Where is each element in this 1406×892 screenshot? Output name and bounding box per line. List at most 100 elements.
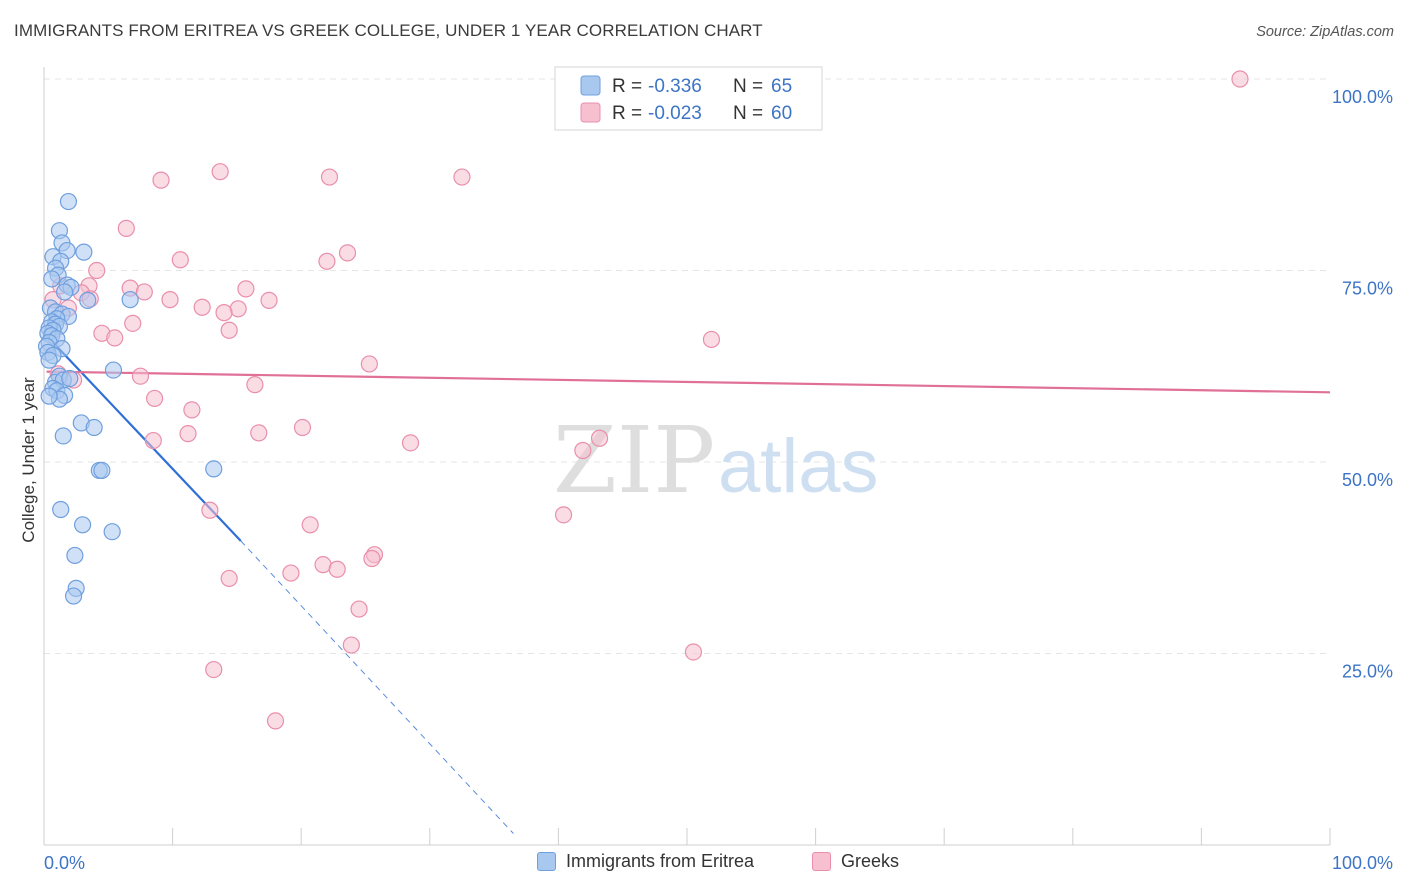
- greeks-point: [220, 569, 238, 588]
- eritrea-point: [121, 291, 139, 309]
- x-tick-label-min: 0.0%: [44, 853, 85, 873]
- eritrea-point: [59, 192, 78, 211]
- greeks-point: [293, 418, 312, 437]
- legend-n-value-greeks: 60: [771, 103, 792, 124]
- eritrea-point: [103, 523, 121, 541]
- gridlines: [44, 78, 1330, 654]
- greeks-trend-line: [46, 370, 1331, 394]
- greeks-point: [106, 329, 124, 347]
- legend-swatch-greeks: [580, 102, 601, 123]
- greeks-point: [117, 219, 135, 237]
- greeks-point: [318, 252, 336, 270]
- eritrea-point: [61, 369, 79, 388]
- greeks-point: [161, 291, 179, 309]
- greeks-point: [131, 367, 150, 385]
- eritrea-point: [55, 283, 74, 301]
- eritrea-point: [85, 418, 103, 437]
- greeks-point: [215, 304, 233, 322]
- legend-item-greeks[interactable]: Greeks: [812, 851, 899, 872]
- greeks-point: [124, 314, 142, 332]
- x-tick-labels: 0.0% 100.0%: [44, 853, 1393, 873]
- greeks-point: [328, 560, 346, 578]
- legend-label-eritrea: Immigrants from Eritrea: [566, 851, 755, 871]
- y-tick-label: 75.0%: [1342, 279, 1393, 299]
- legend-top: R = -0.336 N = 65 R = -0.023 N = 60: [554, 66, 823, 131]
- greeks-point: [301, 516, 319, 534]
- eritrea-point: [104, 361, 123, 379]
- eritrea-point: [79, 291, 97, 309]
- legend-item-eritrea[interactable]: Immigrants from Eritrea: [537, 851, 754, 872]
- y-axis-title: College, Under 1 year: [19, 377, 38, 543]
- greeks-point: [401, 434, 420, 452]
- source-credit: Source: ZipAtlas.com: [1256, 24, 1394, 40]
- greeks-point: [320, 168, 339, 186]
- greeks-point: [282, 564, 300, 582]
- legend-bottom: Immigrants from Eritrea Greeks: [0, 851, 1406, 879]
- greeks-point: [250, 424, 268, 442]
- y-tick-label: 50.0%: [1342, 470, 1393, 490]
- eritrea-point: [66, 546, 84, 565]
- legend-n-label-greeks: N =: [733, 103, 763, 124]
- legend-swatch-eritrea-bottom: [537, 852, 556, 871]
- eritrea-point: [73, 516, 92, 534]
- legend-swatch-greeks-bottom: [812, 852, 831, 871]
- greeks-point: [135, 283, 153, 301]
- greeks-point: [314, 556, 332, 574]
- greeks-point: [229, 300, 247, 318]
- greeks-point: [554, 506, 573, 524]
- eritrea-point: [93, 461, 111, 480]
- legend-swatch-eritrea: [580, 75, 601, 96]
- greeks-point: [205, 660, 223, 679]
- greeks-point: [88, 261, 106, 280]
- eritrea-point: [43, 270, 61, 288]
- watermark: ZIP atlas: [553, 407, 879, 514]
- greeks-point: [342, 636, 360, 654]
- greeks-point: [201, 501, 219, 519]
- eritrea-trend-extension: [240, 540, 514, 834]
- greeks-point: [574, 441, 592, 460]
- greeks-point: [260, 291, 278, 309]
- legend-n-label-eritrea: N =: [733, 76, 763, 97]
- greeks-point: [363, 549, 381, 568]
- eritrea-point: [64, 587, 83, 605]
- legend-r-label-greeks: R =: [612, 103, 642, 124]
- eritrea-point: [52, 500, 70, 519]
- watermark-atlas: atlas: [718, 424, 879, 509]
- greeks-point: [702, 330, 721, 349]
- greeks-point: [350, 600, 368, 618]
- greeks-point: [144, 431, 162, 450]
- legend-r-value-greeks: -0.023: [648, 103, 702, 124]
- greeks-point: [453, 168, 471, 186]
- greeks-point: [338, 244, 357, 262]
- greeks-point: [1231, 70, 1249, 88]
- eritrea-point: [205, 460, 223, 478]
- greeks-point: [360, 355, 378, 373]
- y-tick-label: 100.0%: [1332, 87, 1393, 107]
- eritrea-points: [37, 192, 223, 605]
- greeks-point: [590, 429, 609, 447]
- legend-label-greeks: Greeks: [841, 851, 900, 871]
- x-ticks: [43, 828, 1331, 845]
- eritrea-point: [40, 351, 58, 369]
- eritrea-point: [40, 387, 58, 405]
- greeks-point: [183, 401, 201, 419]
- greeks-point: [193, 298, 211, 316]
- chart-title: IMMIGRANTS FROM ERITREA VS GREEK COLLEGE…: [14, 21, 763, 40]
- greeks-point: [237, 280, 255, 298]
- watermark-zip: ZIP: [553, 407, 715, 514]
- greeks-point: [179, 425, 197, 443]
- greeks-point: [246, 376, 264, 394]
- legend-r-label-eritrea: R =: [612, 76, 642, 97]
- greeks-point: [211, 163, 229, 181]
- greeks-point: [145, 389, 164, 408]
- eritrea-point: [75, 243, 93, 261]
- eritrea-point: [54, 427, 72, 445]
- greeks-points: [44, 70, 1249, 730]
- greeks-point: [220, 321, 238, 339]
- y-tick-label: 25.0%: [1342, 662, 1393, 682]
- greeks-point: [266, 712, 285, 730]
- y-tick-labels: 25.0% 50.0% 75.0% 100.0%: [1332, 87, 1393, 682]
- greeks-point: [152, 171, 170, 189]
- legend-n-value-eritrea: 65: [771, 76, 792, 97]
